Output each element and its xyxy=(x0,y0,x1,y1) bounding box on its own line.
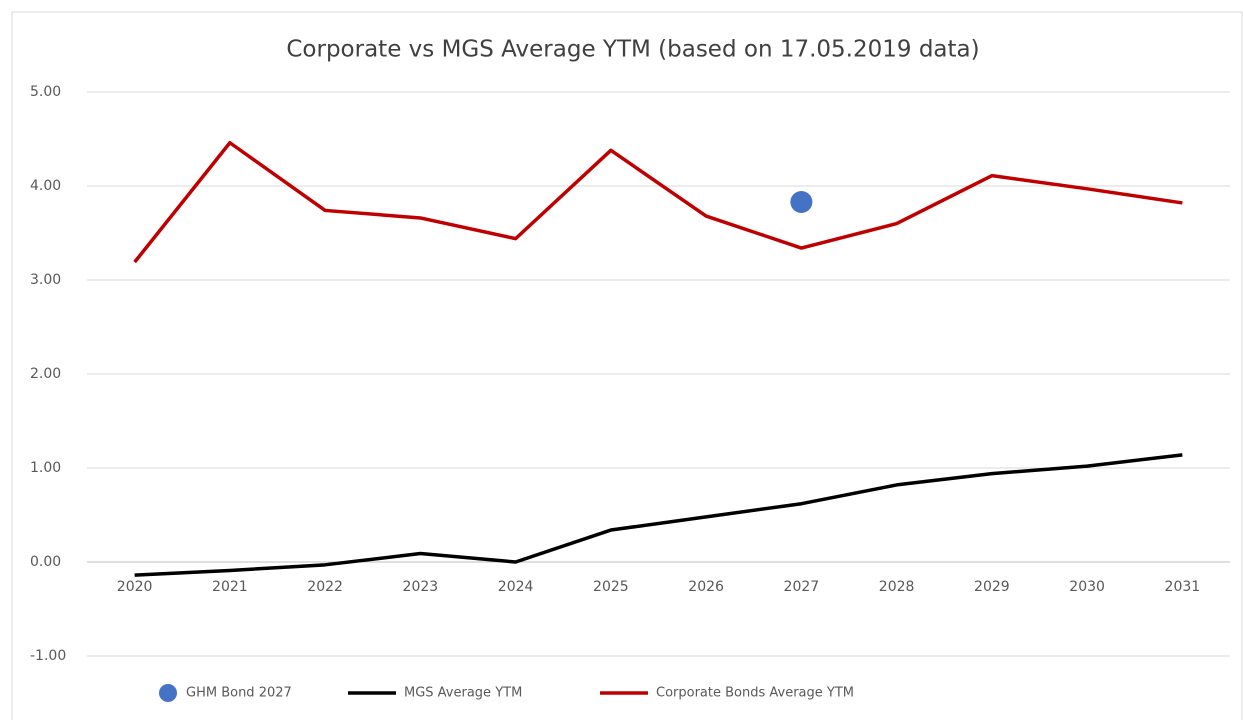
y-tick-label: 4.00 xyxy=(30,178,61,194)
data-point xyxy=(790,190,813,213)
x-tick-label: 2020 xyxy=(117,579,153,595)
y-tick-label: 1.00 xyxy=(30,460,61,476)
data-line xyxy=(133,141,1183,264)
chart-border xyxy=(11,11,1243,720)
chart-title: Corporate vs MGS Average YTM (based on 1… xyxy=(286,37,979,63)
legend-marker xyxy=(159,684,177,702)
x-tick-label: 2030 xyxy=(1069,579,1105,595)
x-tick-label: 2029 xyxy=(974,579,1010,595)
x-tick-label: 2031 xyxy=(1165,579,1201,595)
x-tick-label: 2027 xyxy=(784,579,820,595)
x-tick-label: 2023 xyxy=(403,579,439,595)
y-tick-label: -1.00 xyxy=(30,648,66,664)
data-line xyxy=(134,453,1183,577)
legend-label: MGS Average YTM xyxy=(404,686,522,701)
x-tick-label: 2024 xyxy=(498,579,534,595)
legend-label: GHM Bond 2027 xyxy=(186,686,292,701)
x-tick-label: 2028 xyxy=(879,579,915,595)
x-tick-label: 2025 xyxy=(593,579,629,595)
x-tick-label: 2022 xyxy=(307,579,343,595)
y-tick-label: 3.00 xyxy=(30,272,61,288)
legend-label: Corporate Bonds Average YTM xyxy=(656,686,854,701)
x-tick-label: 2026 xyxy=(688,579,724,595)
y-tick-label: 2.00 xyxy=(30,366,61,382)
y-tick-label: 5.00 xyxy=(30,84,61,100)
x-tick-label: 2021 xyxy=(212,579,248,595)
y-tick-label: 0.00 xyxy=(30,554,61,570)
